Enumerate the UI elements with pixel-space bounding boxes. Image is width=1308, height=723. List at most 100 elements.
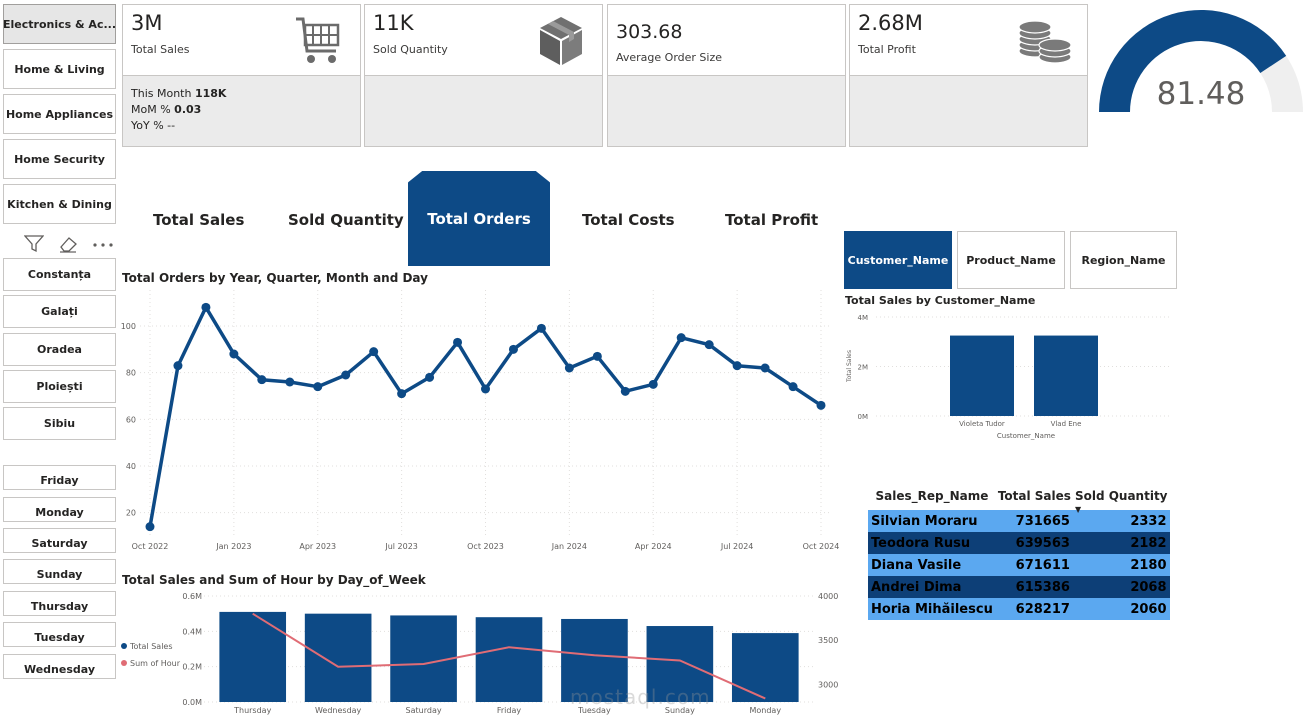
y-tick-label: 0.2M bbox=[182, 663, 202, 672]
legend-label: Sum of Hour bbox=[130, 659, 181, 668]
y-tick-label: 100 bbox=[121, 322, 136, 331]
total-sales-cell: 628217 bbox=[995, 598, 1073, 620]
y-tick-label: 4M bbox=[858, 314, 869, 322]
column-header-sorted[interactable]: Sold Quantity ▼ bbox=[1073, 482, 1170, 514]
column-header[interactable]: Total Sales bbox=[997, 489, 1071, 503]
customer-chart-title: Total Sales by Customer_Name bbox=[845, 294, 1036, 307]
tab-total-costs[interactable]: Total Costs bbox=[582, 211, 675, 229]
data-point bbox=[341, 370, 351, 380]
bar bbox=[646, 626, 714, 702]
kpi-card-total-sales: 3M Total Sales This Month 118K MoM % 0.0… bbox=[122, 4, 361, 147]
table-row[interactable]: Teodora Rusu 639563 2182 bbox=[868, 532, 1170, 554]
sold-quantity-cell: 2182 bbox=[1072, 532, 1170, 554]
dimension-button-region-name[interactable]: Region_Name bbox=[1070, 231, 1177, 289]
data-point bbox=[425, 372, 435, 382]
day-button[interactable]: Friday bbox=[3, 465, 116, 490]
filter-icon[interactable] bbox=[23, 235, 45, 258]
data-point bbox=[648, 379, 658, 389]
table-row[interactable]: Horia Mihăilescu 628217 2060 bbox=[868, 598, 1170, 620]
data-point bbox=[229, 349, 239, 359]
legend-marker bbox=[121, 660, 127, 666]
shopping-cart-icon bbox=[294, 15, 342, 72]
box-icon bbox=[538, 15, 584, 72]
data-point bbox=[564, 363, 574, 373]
kpi-label: Total Profit bbox=[858, 43, 916, 56]
x-tick-label: Jan 2023 bbox=[215, 542, 251, 551]
tab-label: Total Orders bbox=[427, 210, 531, 228]
data-point bbox=[397, 389, 407, 399]
y-tick-label: 40 bbox=[126, 462, 136, 471]
hour-chart-title: Total Sales and Sum of Hour by Day_of_We… bbox=[122, 573, 426, 587]
y-tick-label: 0.0M bbox=[182, 698, 202, 707]
sales-rep-table: Sales_Rep_Name Total Sales Sold Quantity… bbox=[868, 482, 1170, 620]
total-sales-cell: 731665 bbox=[995, 510, 1073, 532]
x-tick-label: Sunday bbox=[665, 706, 695, 715]
mom-label: MoM % bbox=[131, 103, 171, 116]
city-button[interactable]: Galați bbox=[3, 295, 116, 328]
total-sales-cell: 639563 bbox=[995, 532, 1073, 554]
kpi-value: 3M bbox=[131, 11, 163, 35]
sales-rep-name: Teodora Rusu bbox=[868, 532, 996, 554]
gauge-fill bbox=[1099, 9, 1287, 112]
day-button[interactable]: Sunday bbox=[3, 559, 116, 584]
legend-label: Total Sales bbox=[129, 642, 173, 651]
y-tick-label: 80 bbox=[126, 369, 136, 378]
data-point bbox=[257, 375, 267, 385]
sold-quantity-cell: 2180 bbox=[1072, 554, 1170, 576]
y-tick-label: 0.6M bbox=[182, 592, 202, 601]
bar bbox=[219, 611, 287, 702]
data-point bbox=[592, 351, 602, 361]
table-row[interactable]: Silvian Moraru 731665 2332 bbox=[868, 510, 1170, 532]
city-button[interactable]: Sibiu bbox=[3, 407, 116, 440]
tab-total-sales[interactable]: Total Sales bbox=[153, 211, 245, 229]
day-button[interactable]: Monday bbox=[3, 497, 116, 522]
kpi-card-total-profit: 2.68M Total Profit bbox=[849, 4, 1088, 147]
table-row[interactable]: Andrei Dima 615386 2068 bbox=[868, 576, 1170, 598]
data-point bbox=[201, 302, 211, 312]
category-button-home-living[interactable]: Home & Living bbox=[3, 49, 116, 89]
data-point bbox=[369, 347, 379, 357]
tab-total-profit[interactable]: Total Profit bbox=[725, 211, 819, 229]
dimension-button-product-name[interactable]: Product_Name bbox=[957, 231, 1065, 289]
kpi-card-sold-quantity: 11K Sold Quantity bbox=[364, 4, 603, 147]
city-button[interactable]: Ploiești bbox=[3, 370, 116, 403]
y-tick-label: 0.4M bbox=[182, 627, 202, 636]
category-button-electronics[interactable]: Electronics & Ac... bbox=[3, 4, 116, 44]
data-point bbox=[453, 337, 463, 347]
kpi-label: Average Order Size bbox=[616, 51, 723, 64]
category-button-kitchen-dining[interactable]: Kitchen & Dining bbox=[3, 184, 116, 224]
tab-total-orders[interactable]: Total Orders bbox=[408, 171, 550, 266]
kpi-value: 2.68M bbox=[858, 11, 923, 35]
day-button[interactable]: Thursday bbox=[3, 591, 116, 616]
category-button-home-security[interactable]: Home Security bbox=[3, 139, 116, 179]
tab-sold-quantity[interactable]: Sold Quantity bbox=[288, 211, 404, 229]
y-tick-label: 20 bbox=[126, 509, 136, 518]
x-tick-label: Thursday bbox=[233, 706, 271, 715]
x-tick-label: Oct 2022 bbox=[132, 542, 169, 551]
kpi-value: 11K bbox=[373, 11, 414, 35]
day-button[interactable]: Tuesday bbox=[3, 622, 116, 647]
y-axis-title: Total Sales bbox=[846, 350, 853, 383]
watermark-text: mostaql.com bbox=[570, 685, 711, 709]
category-button-home-appliances[interactable]: Home Appliances bbox=[3, 94, 116, 134]
city-button[interactable]: Oradea bbox=[3, 333, 116, 366]
customer-bar-chart: 0M 2M 4M Violeta Tudor Vlad Ene Customer_Name… bbox=[846, 314, 1172, 440]
data-point bbox=[732, 361, 742, 371]
day-button[interactable]: Wednesday bbox=[3, 654, 116, 679]
x-tick-label: Vlad Ene bbox=[1051, 420, 1082, 428]
eraser-icon[interactable] bbox=[58, 235, 78, 258]
column-header[interactable]: Sales_Rep_Name bbox=[875, 489, 989, 503]
dimension-button-customer-name[interactable]: Customer_Name bbox=[844, 231, 952, 289]
kpi-value: 303.68 bbox=[616, 21, 683, 43]
y-tick-label: 60 bbox=[126, 415, 136, 424]
more-options-icon[interactable] bbox=[92, 238, 114, 256]
yoy-row: YoY % -- bbox=[131, 118, 226, 134]
day-button[interactable]: Saturday bbox=[3, 528, 116, 553]
x-tick-label: Jan 2024 bbox=[551, 542, 587, 551]
table-row[interactable]: Diana Vasile 671611 2180 bbox=[868, 554, 1170, 576]
orders-chart-title: Total Orders by Year, Quarter, Month and… bbox=[122, 271, 428, 285]
city-button[interactable]: Constanța bbox=[3, 258, 116, 291]
gauge-value: 81.48 bbox=[1157, 76, 1246, 112]
orders-series-line bbox=[148, 305, 822, 527]
legend-marker bbox=[121, 643, 127, 649]
